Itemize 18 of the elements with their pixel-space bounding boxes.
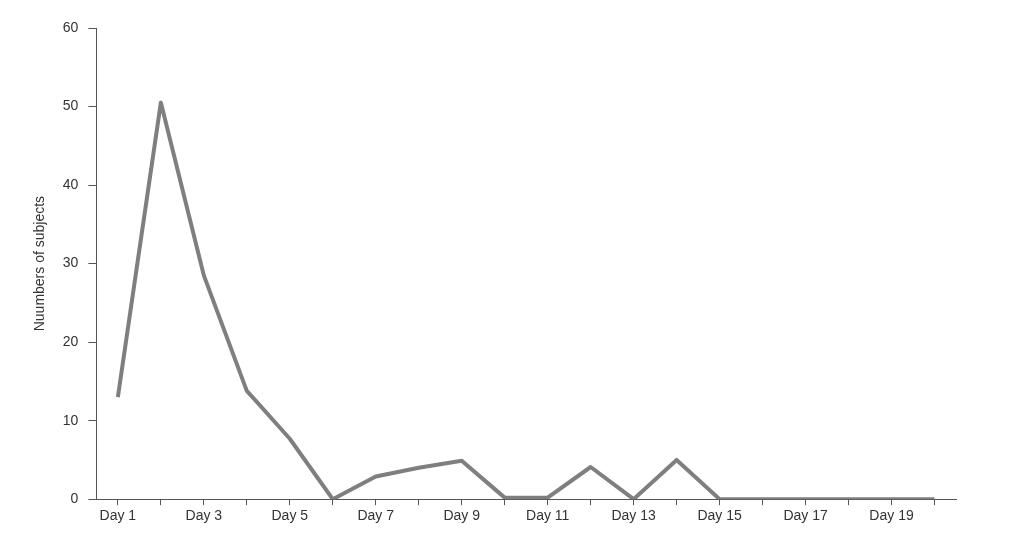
- y-tick-label: 30: [62, 254, 79, 271]
- x-tick-label: Day 9: [443, 507, 481, 524]
- x-tick-label: Day 11: [526, 507, 570, 524]
- x-tick-label: Day 19: [869, 507, 914, 524]
- x-tick-label: Day 13: [611, 507, 657, 524]
- y-tick-label: 50: [62, 97, 79, 114]
- y-axis-title: Nuumbers of subjects: [31, 195, 48, 332]
- x-tick-label: Day 3: [185, 507, 223, 524]
- x-tick-label: Day 1: [99, 507, 137, 524]
- y-tick-label: 0: [70, 490, 79, 507]
- y-tick-label: 10: [62, 411, 79, 428]
- y-tick-label: 60: [62, 18, 79, 35]
- x-tick-label: Day 5: [271, 507, 309, 524]
- x-tick-label: Day 15: [697, 507, 742, 524]
- y-tick-label: 40: [62, 175, 79, 192]
- x-tick-label: Day 7: [357, 507, 395, 524]
- y-tick-label: 20: [62, 332, 79, 349]
- x-tick-label: Day 17: [783, 507, 828, 524]
